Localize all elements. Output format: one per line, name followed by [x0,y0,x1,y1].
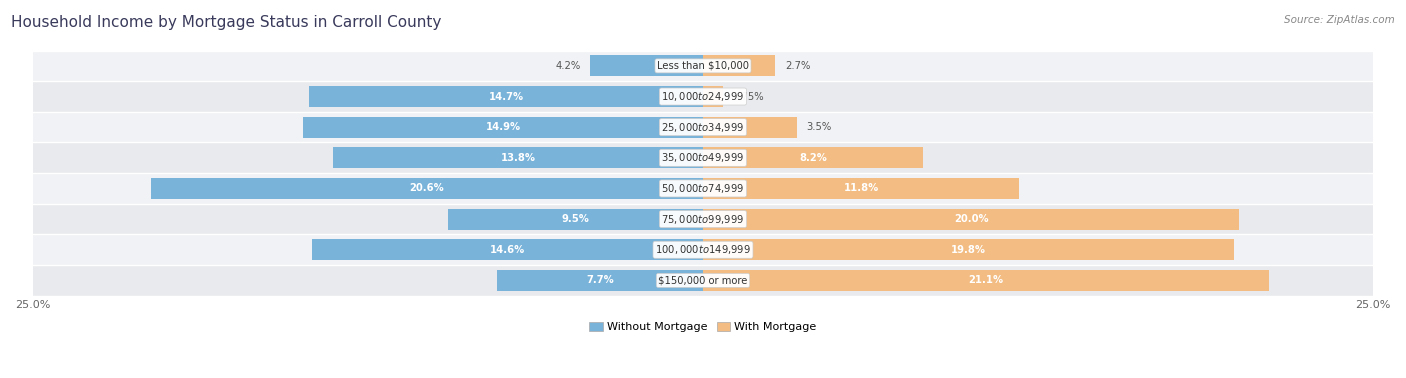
Text: 20.6%: 20.6% [409,183,444,194]
Text: 20.0%: 20.0% [953,214,988,224]
Text: $35,000 to $49,999: $35,000 to $49,999 [661,151,745,164]
Bar [449,209,703,229]
Text: $150,000 or more: $150,000 or more [658,276,748,285]
Text: 8.2%: 8.2% [799,153,827,163]
Bar [32,143,1374,173]
Text: 0.75%: 0.75% [733,91,763,102]
Bar [703,270,1268,291]
Text: 9.5%: 9.5% [562,214,589,224]
Text: 4.2%: 4.2% [555,61,581,71]
Text: 21.1%: 21.1% [969,276,1004,285]
Bar [32,173,1374,204]
Bar [32,265,1374,296]
Bar [32,234,1374,265]
Bar [591,56,703,76]
Bar [703,178,1019,199]
Bar [312,239,703,260]
Bar [32,204,1374,234]
Text: Household Income by Mortgage Status in Carroll County: Household Income by Mortgage Status in C… [11,15,441,30]
Bar [32,112,1374,143]
Text: $50,000 to $74,999: $50,000 to $74,999 [661,182,745,195]
Text: $10,000 to $24,999: $10,000 to $24,999 [661,90,745,103]
Text: $25,000 to $34,999: $25,000 to $34,999 [661,121,745,134]
Text: 19.8%: 19.8% [950,245,986,255]
Bar [333,147,703,168]
Text: $75,000 to $99,999: $75,000 to $99,999 [661,212,745,226]
Bar [496,270,703,291]
Text: 14.6%: 14.6% [489,245,524,255]
Bar [32,51,1374,81]
Bar [703,239,1234,260]
Text: $100,000 to $149,999: $100,000 to $149,999 [655,243,751,256]
Text: 2.7%: 2.7% [785,61,810,71]
Text: Source: ZipAtlas.com: Source: ZipAtlas.com [1284,15,1395,25]
Bar [703,117,797,138]
Text: 14.9%: 14.9% [485,122,520,132]
Legend: Without Mortgage, With Mortgage: Without Mortgage, With Mortgage [585,317,821,336]
Bar [703,56,775,76]
Text: 3.5%: 3.5% [806,122,831,132]
Bar [703,147,922,168]
Bar [309,86,703,107]
Text: Less than $10,000: Less than $10,000 [657,61,749,71]
Bar [304,117,703,138]
Bar [703,86,723,107]
Text: 7.7%: 7.7% [586,276,613,285]
Text: 13.8%: 13.8% [501,153,536,163]
Bar [32,81,1374,112]
Text: 14.7%: 14.7% [488,91,523,102]
Bar [150,178,703,199]
Text: 11.8%: 11.8% [844,183,879,194]
Bar [703,209,1239,229]
